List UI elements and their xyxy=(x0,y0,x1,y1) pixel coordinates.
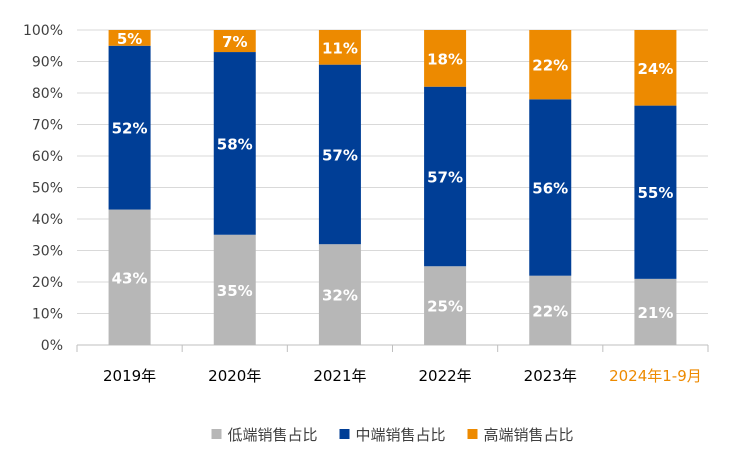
x-tick-label: 2022年 xyxy=(418,367,471,385)
data-label: 21% xyxy=(637,304,673,322)
data-label: 56% xyxy=(532,180,568,198)
y-tick-label: 10% xyxy=(32,307,63,323)
legend-swatch xyxy=(339,429,350,439)
legend-swatch xyxy=(211,429,222,439)
y-tick-label: 0% xyxy=(41,338,63,354)
y-tick-label: 60% xyxy=(32,149,63,165)
bar-segment xyxy=(424,86,467,267)
data-label: 22% xyxy=(532,57,568,75)
bar-segment xyxy=(108,209,151,345)
data-label: 24% xyxy=(637,60,673,78)
bar-segment xyxy=(634,278,677,345)
data-label: 43% xyxy=(112,269,148,287)
data-labels: 43% 52% 5% 35% 58% 7% 32% 57% 11% 25% 57% 18% 22% 56%… xyxy=(112,30,674,322)
bar-segment xyxy=(318,244,361,345)
x-tick-label: 2019年 xyxy=(103,367,156,385)
bars xyxy=(108,30,677,345)
data-label: 57% xyxy=(427,168,463,186)
bar-segment xyxy=(108,45,151,210)
gridlines xyxy=(77,29,708,314)
axes: 0% 10% 20% 30% 40% 50% 60% 70% 80% 90% 100% 2019年 20… xyxy=(23,23,709,385)
bar-segment xyxy=(213,52,256,235)
bar-segment xyxy=(529,275,572,345)
bar-segment xyxy=(108,30,151,46)
legend-label: 高端销售占比 xyxy=(484,426,574,444)
data-label: 18% xyxy=(427,50,463,68)
x-tick-label: 2021年 xyxy=(313,367,366,385)
x-tick-label: 2024年1-9月 xyxy=(609,367,702,385)
bar-segment xyxy=(318,64,361,245)
data-label: 22% xyxy=(532,302,568,320)
legend-swatch xyxy=(467,429,478,439)
bar-segment xyxy=(424,30,467,87)
y-tick-label: 100% xyxy=(23,23,63,39)
data-label: 57% xyxy=(322,146,358,164)
legend-label: 中端销售占比 xyxy=(356,426,446,444)
bar-segment xyxy=(529,99,572,276)
data-label: 32% xyxy=(322,287,358,305)
bar-segment xyxy=(424,266,467,345)
data-label: 35% xyxy=(217,282,253,300)
y-tick-label: 20% xyxy=(32,275,63,291)
x-tick-label: 2023年 xyxy=(524,367,577,385)
data-label: 58% xyxy=(217,135,253,153)
y-tick-label: 80% xyxy=(32,86,63,102)
y-tick-label: 90% xyxy=(32,55,63,71)
y-tick-label: 70% xyxy=(32,118,63,134)
y-tick-label: 50% xyxy=(32,181,63,197)
bar-segment xyxy=(213,234,256,345)
data-label: 52% xyxy=(112,120,148,138)
bar-segment xyxy=(213,30,256,53)
bar-segment xyxy=(634,105,677,279)
bar-segment xyxy=(634,30,677,106)
data-label: 5% xyxy=(117,30,142,48)
x-tick-label: 2020年 xyxy=(208,367,261,385)
data-label: 7% xyxy=(222,33,247,51)
bar-segment xyxy=(318,30,361,65)
bar-segment xyxy=(529,30,572,100)
data-label: 55% xyxy=(637,184,673,202)
data-label: 25% xyxy=(427,298,463,316)
data-label: 11% xyxy=(322,39,358,57)
legend: 低端销售占比 中端销售占比 高端销售占比 xyxy=(211,426,574,444)
y-tick-label: 40% xyxy=(32,212,63,228)
legend-label: 低端销售占比 xyxy=(228,426,318,444)
y-tick-label: 30% xyxy=(32,244,63,260)
